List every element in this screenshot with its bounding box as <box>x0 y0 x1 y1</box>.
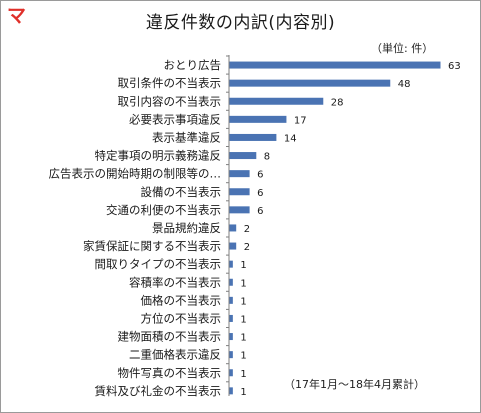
category-label: 表示基準違反 <box>152 130 221 144</box>
data-label: 6 <box>257 188 263 199</box>
category-label: 取引内容の不当表示 <box>118 94 222 108</box>
bar <box>229 351 233 359</box>
category-label: 取引条件の不当表示 <box>118 76 222 90</box>
category-label: 交通の利便の不当表示 <box>106 203 221 217</box>
data-label: 6 <box>257 170 263 181</box>
bar <box>229 296 233 304</box>
bar <box>229 188 250 196</box>
data-label: 1 <box>240 314 246 325</box>
bar <box>229 369 233 377</box>
data-label: 63 <box>448 61 461 72</box>
bar <box>229 333 233 341</box>
logo-icon: マ! <box>7 5 28 27</box>
bar <box>229 79 391 87</box>
category-label: 景品規約違反 <box>152 221 221 235</box>
data-label: 8 <box>264 152 270 163</box>
data-label: 1 <box>240 333 246 344</box>
data-label: 28 <box>331 97 344 108</box>
data-label: 1 <box>240 369 246 380</box>
unit-label: （単位: 件） <box>371 42 434 55</box>
category-label: おとり広告 <box>164 58 222 72</box>
bar <box>229 278 233 286</box>
category-label: 二重価格表示違反 <box>129 348 221 362</box>
bar <box>229 61 441 69</box>
bar <box>229 387 233 395</box>
data-label: 1 <box>240 278 246 289</box>
bar <box>229 206 250 214</box>
category-label: 建物面積の不当表示 <box>118 330 222 344</box>
data-label: 2 <box>244 224 250 235</box>
category-label: 特定事項の明示義務違反 <box>95 149 222 163</box>
category-label: 賃料及び礼金の不当表示 <box>95 384 222 398</box>
category-label: 容積率の不当表示 <box>129 275 221 289</box>
period-note: （17年1月～18年4月累計） <box>284 378 425 391</box>
data-label: 6 <box>257 206 263 217</box>
bar <box>229 260 233 268</box>
bar <box>229 170 250 178</box>
bar <box>229 97 324 105</box>
data-label: 1 <box>240 351 246 362</box>
data-label: 2 <box>244 242 250 253</box>
data-label: 14 <box>284 133 297 144</box>
bar <box>229 224 237 232</box>
category-label: 広告表示の開始時期の制限等の… <box>49 167 222 181</box>
category-label: 価格の不当表示 <box>141 293 222 307</box>
category-label: 家賃保証に関する不当表示 <box>83 239 221 253</box>
bar <box>229 314 233 322</box>
bar <box>229 242 237 250</box>
chart-title: 違反件数の内訳(内容別) <box>145 13 336 33</box>
category-label: 間取りタイプの不当表示 <box>95 257 222 271</box>
data-label: 1 <box>240 387 246 398</box>
bar <box>229 152 257 160</box>
data-label: 48 <box>398 79 411 90</box>
data-label: 1 <box>240 296 246 307</box>
data-label: 1 <box>240 260 246 271</box>
logo-text: マ! <box>7 5 28 27</box>
category-label: 設備の不当表示 <box>141 185 222 199</box>
category-label: 必要表示事項違反 <box>129 112 221 126</box>
bar <box>229 115 287 123</box>
category-label: 方位の不当表示 <box>141 311 222 325</box>
data-label: 17 <box>294 115 307 126</box>
bar <box>229 133 277 141</box>
category-label: 物件写真の不当表示 <box>118 366 222 380</box>
